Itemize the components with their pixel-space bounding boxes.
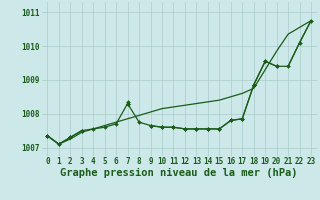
X-axis label: Graphe pression niveau de la mer (hPa): Graphe pression niveau de la mer (hPa) — [60, 168, 298, 178]
